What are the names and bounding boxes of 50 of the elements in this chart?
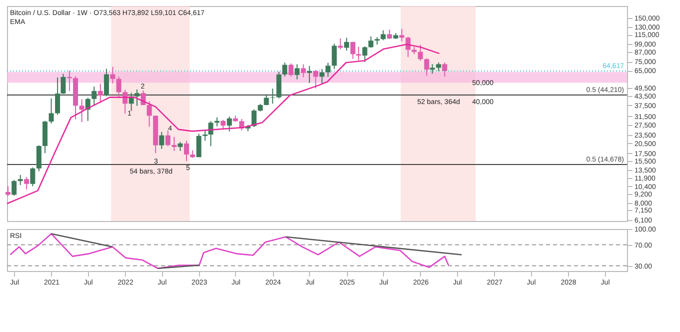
candlestick xyxy=(356,46,362,61)
candlestick xyxy=(220,119,226,130)
candlestick xyxy=(92,86,97,106)
candlestick xyxy=(172,136,177,152)
candlestick xyxy=(399,28,404,42)
candlestick xyxy=(294,64,300,80)
candlestick xyxy=(326,62,331,78)
candlestick xyxy=(442,62,448,78)
candlestick xyxy=(386,29,392,40)
candlestick xyxy=(226,116,232,132)
candlestick xyxy=(368,36,374,48)
candlestick xyxy=(196,133,202,158)
candlestick xyxy=(344,37,350,52)
candlestick xyxy=(202,130,208,142)
candlestick xyxy=(159,131,164,150)
candlestick xyxy=(110,66,116,84)
candlestick xyxy=(30,167,36,187)
candlestick xyxy=(332,43,337,70)
candlestick xyxy=(79,98,84,123)
candlestick xyxy=(282,62,288,77)
candlestick xyxy=(104,68,109,97)
candlestick xyxy=(306,65,312,84)
candlestick xyxy=(6,186,11,197)
candlestick xyxy=(276,71,282,99)
candlestick xyxy=(24,176,30,190)
candlestick xyxy=(12,179,17,196)
candlestick xyxy=(380,30,386,41)
candlestick xyxy=(300,64,306,78)
candlestick xyxy=(165,130,170,147)
candlestick xyxy=(18,174,23,186)
candlestick xyxy=(362,46,368,63)
candlestick xyxy=(36,144,42,172)
candlestick xyxy=(146,100,152,128)
candlestick xyxy=(338,38,343,50)
candlestick xyxy=(116,76,122,99)
candlestick xyxy=(178,141,183,152)
candlestick xyxy=(252,108,257,128)
candlestick xyxy=(313,70,318,89)
candlestick xyxy=(418,44,423,62)
candlestick xyxy=(350,41,356,60)
candlestick xyxy=(184,140,190,162)
candlestick xyxy=(98,83,103,102)
candlestick xyxy=(134,89,140,106)
candlestick xyxy=(288,62,294,78)
candlestick xyxy=(60,73,66,94)
candlestick xyxy=(319,68,324,84)
line-series xyxy=(10,233,450,270)
candlestick xyxy=(424,58,430,76)
candlestick xyxy=(55,76,60,116)
candlestick xyxy=(48,98,54,124)
